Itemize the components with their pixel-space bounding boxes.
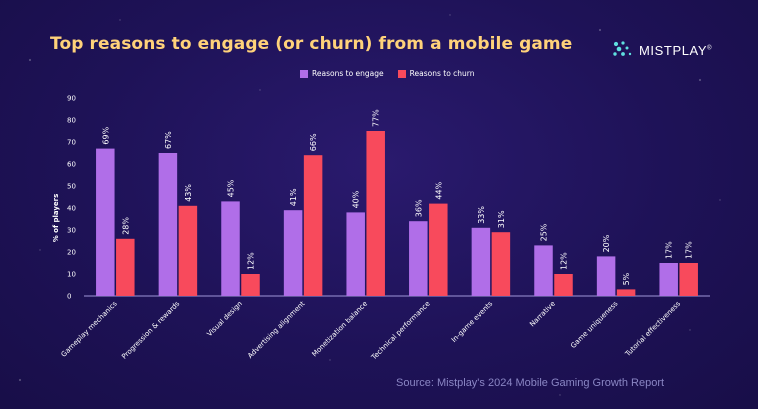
bar-churn (491, 232, 511, 296)
data-label-engage: 40% (352, 190, 361, 208)
data-label-engage: 45% (227, 179, 236, 197)
star-decor (329, 359, 331, 361)
data-label-churn: 17% (685, 241, 694, 259)
y-tick-label: 70 (67, 139, 76, 147)
data-label-churn: 12% (560, 252, 569, 270)
bar-engage (409, 221, 428, 296)
bar-engage (283, 210, 303, 296)
star-decor (39, 249, 41, 251)
y-tick-label: 50 (67, 183, 76, 191)
data-label-engage: 67% (164, 131, 173, 149)
x-tick-label: Gameplay mechanics (60, 300, 119, 359)
data-label-churn: 31% (497, 210, 506, 228)
y-tick-label: 0 (67, 293, 71, 301)
legend-item-churn: Reasons to churn (397, 69, 475, 78)
data-label-churn: 44% (434, 181, 443, 199)
data-label-churn: 43% (184, 184, 193, 202)
chart-title: Top reasons to engage (or churn) from a … (50, 34, 573, 54)
y-tick-label: 10 (67, 271, 76, 279)
bar-engage (471, 227, 491, 296)
y-tick-label: 60 (67, 161, 76, 169)
legend: Reasons to engage Reasons to churn (300, 69, 475, 78)
legend-swatch-engage (300, 69, 308, 78)
star-decor (559, 394, 561, 396)
x-tick-label: Monetization balance (310, 300, 369, 359)
plot-area: 0 10 20 30 40 50 60 70 80 90 69% 28% Gameplay mechan… (60, 95, 710, 362)
star-decor (598, 28, 602, 32)
x-tick-label: Visual design (205, 300, 243, 338)
star-decor (119, 19, 121, 21)
bar-engage (158, 153, 178, 296)
x-tick-label: Game uniqueness (569, 300, 620, 351)
legend-label-engage: Reasons to engage (312, 69, 384, 78)
x-tick-label: Tutorial effectiveness (623, 300, 682, 359)
data-label-churn: 28% (121, 217, 130, 235)
star-decor (28, 58, 32, 62)
bar-engage (596, 256, 616, 296)
bar-engage (346, 212, 365, 296)
x-tick-label: In-game events (450, 300, 495, 345)
y-tick-label: 80 (67, 117, 76, 125)
bar-engage (534, 245, 553, 296)
legend-label-churn: Reasons to churn (409, 69, 475, 78)
data-label-churn: 77% (372, 109, 381, 127)
x-tick-label: Progression & rewards (120, 300, 181, 361)
legend-swatch-churn (397, 69, 406, 78)
dots-cluster-icon (613, 41, 632, 56)
data-label-churn: 12% (247, 252, 256, 270)
brand-name: MISTPLAY® (639, 42, 713, 58)
legend-item-engage: Reasons to engage (300, 69, 384, 78)
star-decor (719, 199, 721, 201)
source-note: Source: Mistplay's 2024 Mobile Gaming Gr… (396, 377, 665, 389)
data-label-engage: 41% (289, 188, 298, 206)
background-decor (18, 14, 721, 396)
data-label-engage: 69% (101, 126, 110, 144)
star-decor (698, 78, 702, 82)
bar-churn (366, 131, 385, 296)
bar-churn (429, 203, 448, 296)
x-tick-label: Narrative (528, 300, 557, 329)
bar-engage (96, 148, 115, 296)
bar-engage (659, 263, 678, 296)
star-decor (259, 89, 261, 91)
star-decor (449, 14, 451, 16)
data-label-churn: 5% (622, 272, 631, 285)
data-label-engage: 17% (665, 241, 674, 259)
star-decor (18, 378, 22, 382)
bar-churn (116, 238, 135, 296)
x-tick-label: Advertising alignment (246, 300, 306, 360)
y-tick-label: 20 (67, 249, 76, 257)
data-label-engage: 33% (477, 206, 486, 224)
bar-engage (221, 201, 240, 296)
data-label-engage: 20% (602, 234, 611, 252)
y-tick-label: 40 (67, 205, 76, 213)
data-label-churn: 66% (309, 133, 318, 151)
data-label-engage: 25% (540, 223, 549, 241)
star-decor (689, 329, 691, 331)
data-label-engage: 36% (414, 199, 423, 217)
bar-churn (679, 263, 698, 296)
y-tick-label: 90 (67, 95, 76, 103)
bar-churn (554, 274, 573, 296)
brand-logo: MISTPLAY® (612, 40, 712, 60)
bar-churn (303, 155, 323, 296)
y-axis-label: % of players (52, 194, 60, 243)
x-tick-label: Technical performance (369, 300, 431, 362)
bar-churn (241, 274, 260, 296)
bar-churn (616, 289, 636, 296)
bar-churn (178, 205, 198, 296)
y-tick-label: 30 (67, 227, 76, 235)
